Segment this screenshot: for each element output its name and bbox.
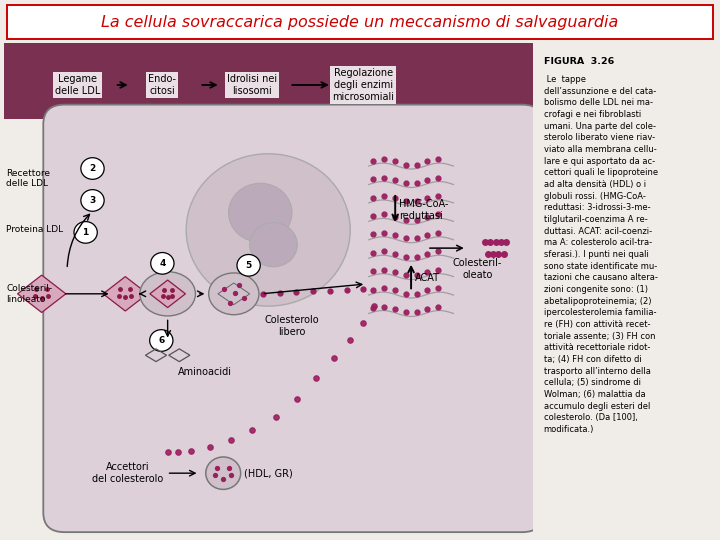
Text: Aminoacidi: Aminoacidi xyxy=(179,367,233,377)
Circle shape xyxy=(186,154,350,306)
Text: 2: 2 xyxy=(89,164,96,173)
Text: 5: 5 xyxy=(246,261,252,270)
FancyBboxPatch shape xyxy=(7,5,713,39)
Text: ACAT: ACAT xyxy=(415,273,441,283)
Circle shape xyxy=(237,254,260,276)
Circle shape xyxy=(81,190,104,211)
Circle shape xyxy=(150,253,174,274)
Text: La cellula sovraccarica possiede un meccanismo di salvaguardia: La cellula sovraccarica possiede un mecc… xyxy=(102,15,618,30)
Text: 1: 1 xyxy=(83,228,89,237)
Circle shape xyxy=(250,222,297,267)
Polygon shape xyxy=(150,280,186,308)
Text: Le  tappe
dell’assunzione e del cata-
bolismo delle LDL nei ma-
crofagi e nei fi: Le tappe dell’assunzione e del cata- bol… xyxy=(544,75,658,434)
Polygon shape xyxy=(17,275,66,313)
Text: HMG-CoA-
reduttasi: HMG-CoA- reduttasi xyxy=(400,199,449,221)
Text: Recettore
delle LDL: Recettore delle LDL xyxy=(6,168,50,188)
Text: Accettori
del colesterolo: Accettori del colesterolo xyxy=(92,462,163,484)
Text: 4: 4 xyxy=(159,259,166,268)
Bar xyxy=(4,43,533,119)
FancyBboxPatch shape xyxy=(43,105,544,532)
Text: 6: 6 xyxy=(158,336,164,345)
Text: Colesteril-
linoleato: Colesteril- linoleato xyxy=(6,284,53,303)
Ellipse shape xyxy=(209,273,259,315)
Ellipse shape xyxy=(140,272,195,316)
Text: FIGURA  3.26: FIGURA 3.26 xyxy=(544,57,614,66)
Polygon shape xyxy=(103,276,148,311)
Text: Endo-
citosi: Endo- citosi xyxy=(148,74,176,96)
Circle shape xyxy=(81,158,104,179)
Text: (HDL, GR): (HDL, GR) xyxy=(244,468,293,478)
Text: Colesteril-
oleato: Colesteril- oleato xyxy=(453,259,502,280)
Text: Idrolisi nei
lisosomi: Idrolisi nei lisosomi xyxy=(228,74,277,96)
Circle shape xyxy=(74,221,97,243)
Text: 3: 3 xyxy=(89,196,96,205)
Text: Legame
delle LDL: Legame delle LDL xyxy=(55,74,100,96)
Circle shape xyxy=(228,183,292,242)
Text: Colesterolo
libero: Colesterolo libero xyxy=(265,315,320,336)
Circle shape xyxy=(206,457,240,489)
Circle shape xyxy=(150,330,173,352)
Text: Proteina LDL: Proteina LDL xyxy=(6,225,63,234)
Text: Regolazione
degli enzimi
microsomiali: Regolazione degli enzimi microsomiali xyxy=(333,69,395,102)
